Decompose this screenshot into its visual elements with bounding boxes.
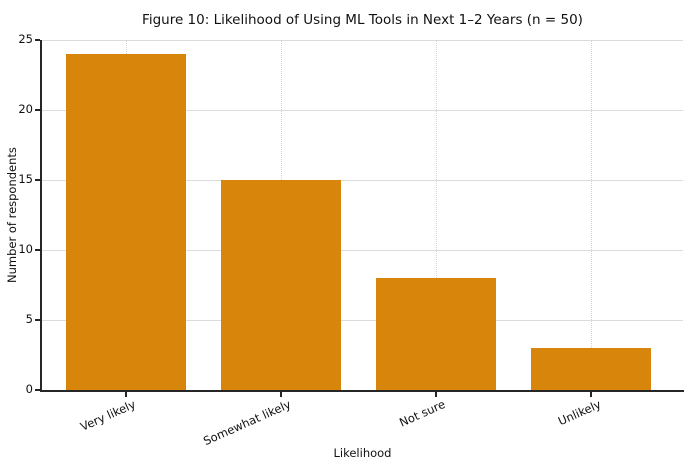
y-tick-label: 5 [25, 312, 33, 326]
y-tick-label: 0 [25, 382, 33, 396]
x-tick-label-unlikely: Unlikely [555, 397, 603, 429]
vertical-gridline [435, 40, 437, 390]
x-tick-label-very-likely: Very likely [78, 397, 138, 434]
horizontal-gridline [42, 249, 683, 251]
y-tick-mark [35, 249, 40, 251]
chart-title: Figure 10: Likelihood of Using ML Tools … [142, 12, 583, 28]
vertical-gridline [590, 40, 592, 390]
y-tick-label: 25 [18, 32, 33, 46]
x-axis-label: Likelihood [333, 446, 392, 460]
x-tick-mark [435, 392, 437, 397]
x-tick-mark [125, 392, 127, 397]
bar-not-sure [376, 278, 496, 390]
x-tick-label-somewhat-likely: Somewhat likely [200, 397, 293, 449]
y-tick-label: 20 [18, 102, 33, 116]
bar-very-likely [66, 54, 186, 390]
x-axis-spine [40, 390, 684, 392]
horizontal-gridline [42, 109, 683, 111]
x-tick-mark [280, 392, 282, 397]
y-tick-label: 15 [18, 172, 33, 186]
y-tick-mark [35, 389, 40, 391]
y-tick-mark [35, 39, 40, 41]
y-tick-label: 10 [18, 242, 33, 256]
bar-somewhat-likely [221, 180, 341, 390]
horizontal-gridline [42, 179, 683, 181]
y-tick-mark [35, 109, 40, 111]
x-tick-mark [590, 392, 592, 397]
bar-unlikely [531, 348, 651, 390]
x-tick-label-not-sure: Not sure [397, 397, 448, 430]
horizontal-gridline [42, 319, 683, 321]
y-tick-mark [35, 319, 40, 321]
y-axis-spine [40, 40, 42, 392]
y-tick-mark [35, 179, 40, 181]
horizontal-gridline [42, 39, 683, 41]
